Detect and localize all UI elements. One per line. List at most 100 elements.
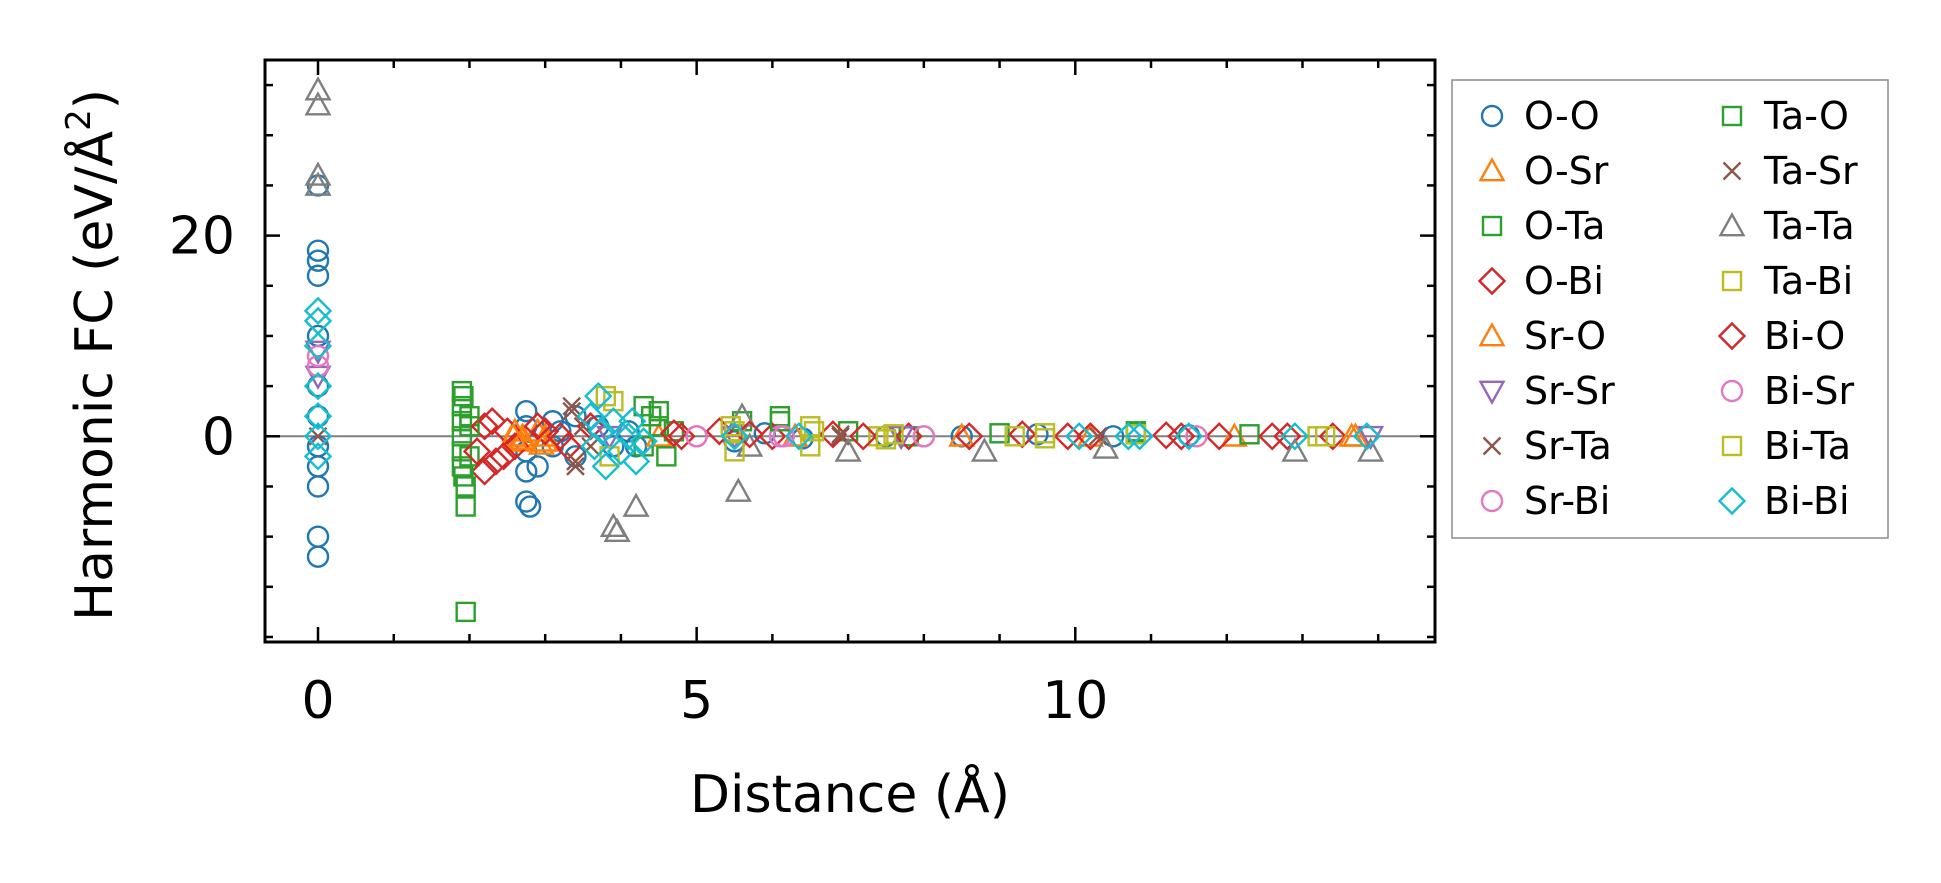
legend-label-O-O: O-O — [1524, 94, 1600, 138]
plot-frame — [263, 58, 1437, 644]
legend-label-Sr-Ta: Sr-Ta — [1524, 424, 1612, 468]
point-O-O — [518, 495, 542, 518]
point-Bi-Bi — [621, 447, 651, 476]
series-Bi-Ta — [595, 385, 1336, 450]
legend-entry-Ta-O: Ta-O — [1721, 94, 1849, 138]
series-O-Bi — [462, 412, 1347, 486]
legend-marker-Bi-Bi — [1717, 486, 1747, 516]
point-Ta-Ta — [1357, 437, 1385, 462]
point-O-O — [306, 249, 330, 272]
point-Ta-Ta — [1092, 434, 1120, 459]
point-Ta-Ta — [970, 437, 998, 462]
point-Bi-Bi — [303, 296, 333, 326]
point-Bi-Sr — [912, 425, 936, 448]
legend-marker-Ta-Ta — [1718, 212, 1746, 237]
point-Bi-O — [546, 422, 575, 451]
point-Ta-Bi — [883, 424, 904, 445]
point-Ta-Ta — [724, 477, 752, 502]
point-O-Ta — [769, 406, 791, 427]
point-Ta-Ta — [622, 492, 650, 517]
point-Sr-O — [1338, 422, 1366, 447]
legend-marker-Sr-Ta — [1482, 436, 1502, 456]
point-Ta-Ta — [304, 91, 332, 116]
legend-marker-O-Ta — [1481, 215, 1503, 237]
legend-entry-Bi-O: Bi-O — [1717, 314, 1845, 358]
legend-entry-O-Bi: O-Bi — [1477, 259, 1604, 303]
point-Bi-Bi — [303, 402, 333, 431]
point-Bi-Bi — [1125, 422, 1154, 451]
y-tick-label: 0 — [202, 407, 235, 467]
point-Bi-Ta — [875, 429, 897, 450]
legend-entry-Ta-Bi: Ta-Bi — [1721, 259, 1853, 303]
legend-label-Bi-Bi: Bi-Bi — [1764, 479, 1850, 523]
point-Bi-Bi — [720, 422, 749, 451]
point-Bi-Bi — [591, 452, 620, 481]
point-O-Bi — [1008, 420, 1037, 449]
point-Sr-Ta — [562, 396, 582, 416]
point-Ta-Ta — [728, 402, 756, 427]
point-O-Bi — [530, 417, 560, 446]
point-O-Ta — [451, 441, 473, 462]
point-O-O — [306, 264, 330, 287]
point-O-Ta — [451, 380, 473, 402]
point-O-O — [515, 460, 538, 483]
point-O-Ta — [989, 423, 1010, 444]
point-Bi-Bi — [587, 417, 617, 446]
point-Ta-O — [453, 466, 474, 487]
point-O-Bi — [894, 422, 923, 451]
point-Ta-Bi — [868, 426, 889, 447]
point-O-Bi — [1076, 422, 1105, 451]
point-Bi-O — [1167, 422, 1196, 451]
point-O-O — [306, 435, 330, 458]
legend-marker-Sr-O — [1478, 322, 1506, 347]
series-O-O — [306, 174, 1201, 568]
legend-marker-O-O — [1480, 104, 1504, 128]
point-Ta-O — [648, 401, 669, 422]
point-O-Sr — [948, 422, 976, 447]
point-Bi-Bi — [303, 442, 333, 471]
legend-entry-O-Ta: O-Ta — [1481, 204, 1605, 248]
point-Bi-Bi — [1174, 422, 1204, 451]
point-O-O — [564, 445, 587, 468]
legend-entry-O-O: O-O — [1480, 94, 1600, 138]
legend-label-O-Sr: O-Sr — [1524, 149, 1609, 193]
point-Bi-O — [477, 407, 507, 436]
x-tick-label: 0 — [301, 671, 334, 731]
point-Ta-Bi — [1125, 424, 1147, 445]
point-Bi-O — [1257, 422, 1287, 451]
point-Bi-Bi — [1114, 422, 1143, 451]
point-Bi-Bi — [629, 427, 658, 456]
point-Bi-O — [1053, 422, 1082, 451]
point-Bi-Bi — [614, 422, 643, 451]
axis-ticks — [265, 60, 1435, 642]
point-O-Bi — [470, 412, 499, 441]
series-Ta-Ta — [304, 76, 1385, 543]
point-O-Ta — [455, 496, 476, 517]
point-O-Bi — [955, 422, 984, 451]
legend-label-Ta-Sr: Ta-Sr — [1763, 149, 1858, 193]
series-Bi-Bi — [303, 296, 1382, 481]
series-Bi-Sr — [685, 425, 936, 448]
legend-marker-Bi-O — [1717, 321, 1747, 351]
point-Bi-O — [489, 442, 518, 471]
legend-marker-O-Sr — [1478, 157, 1506, 182]
point-O-O — [515, 400, 538, 423]
legend-marker-Sr-Sr — [1478, 380, 1506, 405]
point-Bi-Bi — [584, 381, 613, 411]
legend-label-O-Ta: O-Ta — [1524, 204, 1605, 248]
point-Ta-Ta — [1281, 437, 1309, 462]
point-Bi-Bi — [1064, 422, 1094, 451]
point-Bi-Bi — [303, 371, 333, 401]
legend-marker-Ta-Bi — [1721, 270, 1743, 292]
legend-marker-Bi-Sr — [1720, 379, 1744, 403]
y-axis-label-superscript: 2 — [59, 109, 99, 131]
point-O-Bi — [1318, 422, 1347, 451]
x-tick-label: 10 — [1042, 671, 1108, 731]
point-Bi-Bi — [303, 331, 333, 361]
legend-entry-Ta-Ta: Ta-Ta — [1718, 204, 1855, 248]
point-Ta-Bi — [599, 446, 620, 467]
point-Ta-Sr — [566, 452, 585, 471]
data-points — [303, 76, 1385, 623]
legend: O-O O-Sr O-Ta O-Bi Sr-O Sr-Sr Sr-Ta Sr-Bi Ta-O Ta… — [1451, 79, 1889, 539]
point-Ta-O — [453, 385, 474, 407]
